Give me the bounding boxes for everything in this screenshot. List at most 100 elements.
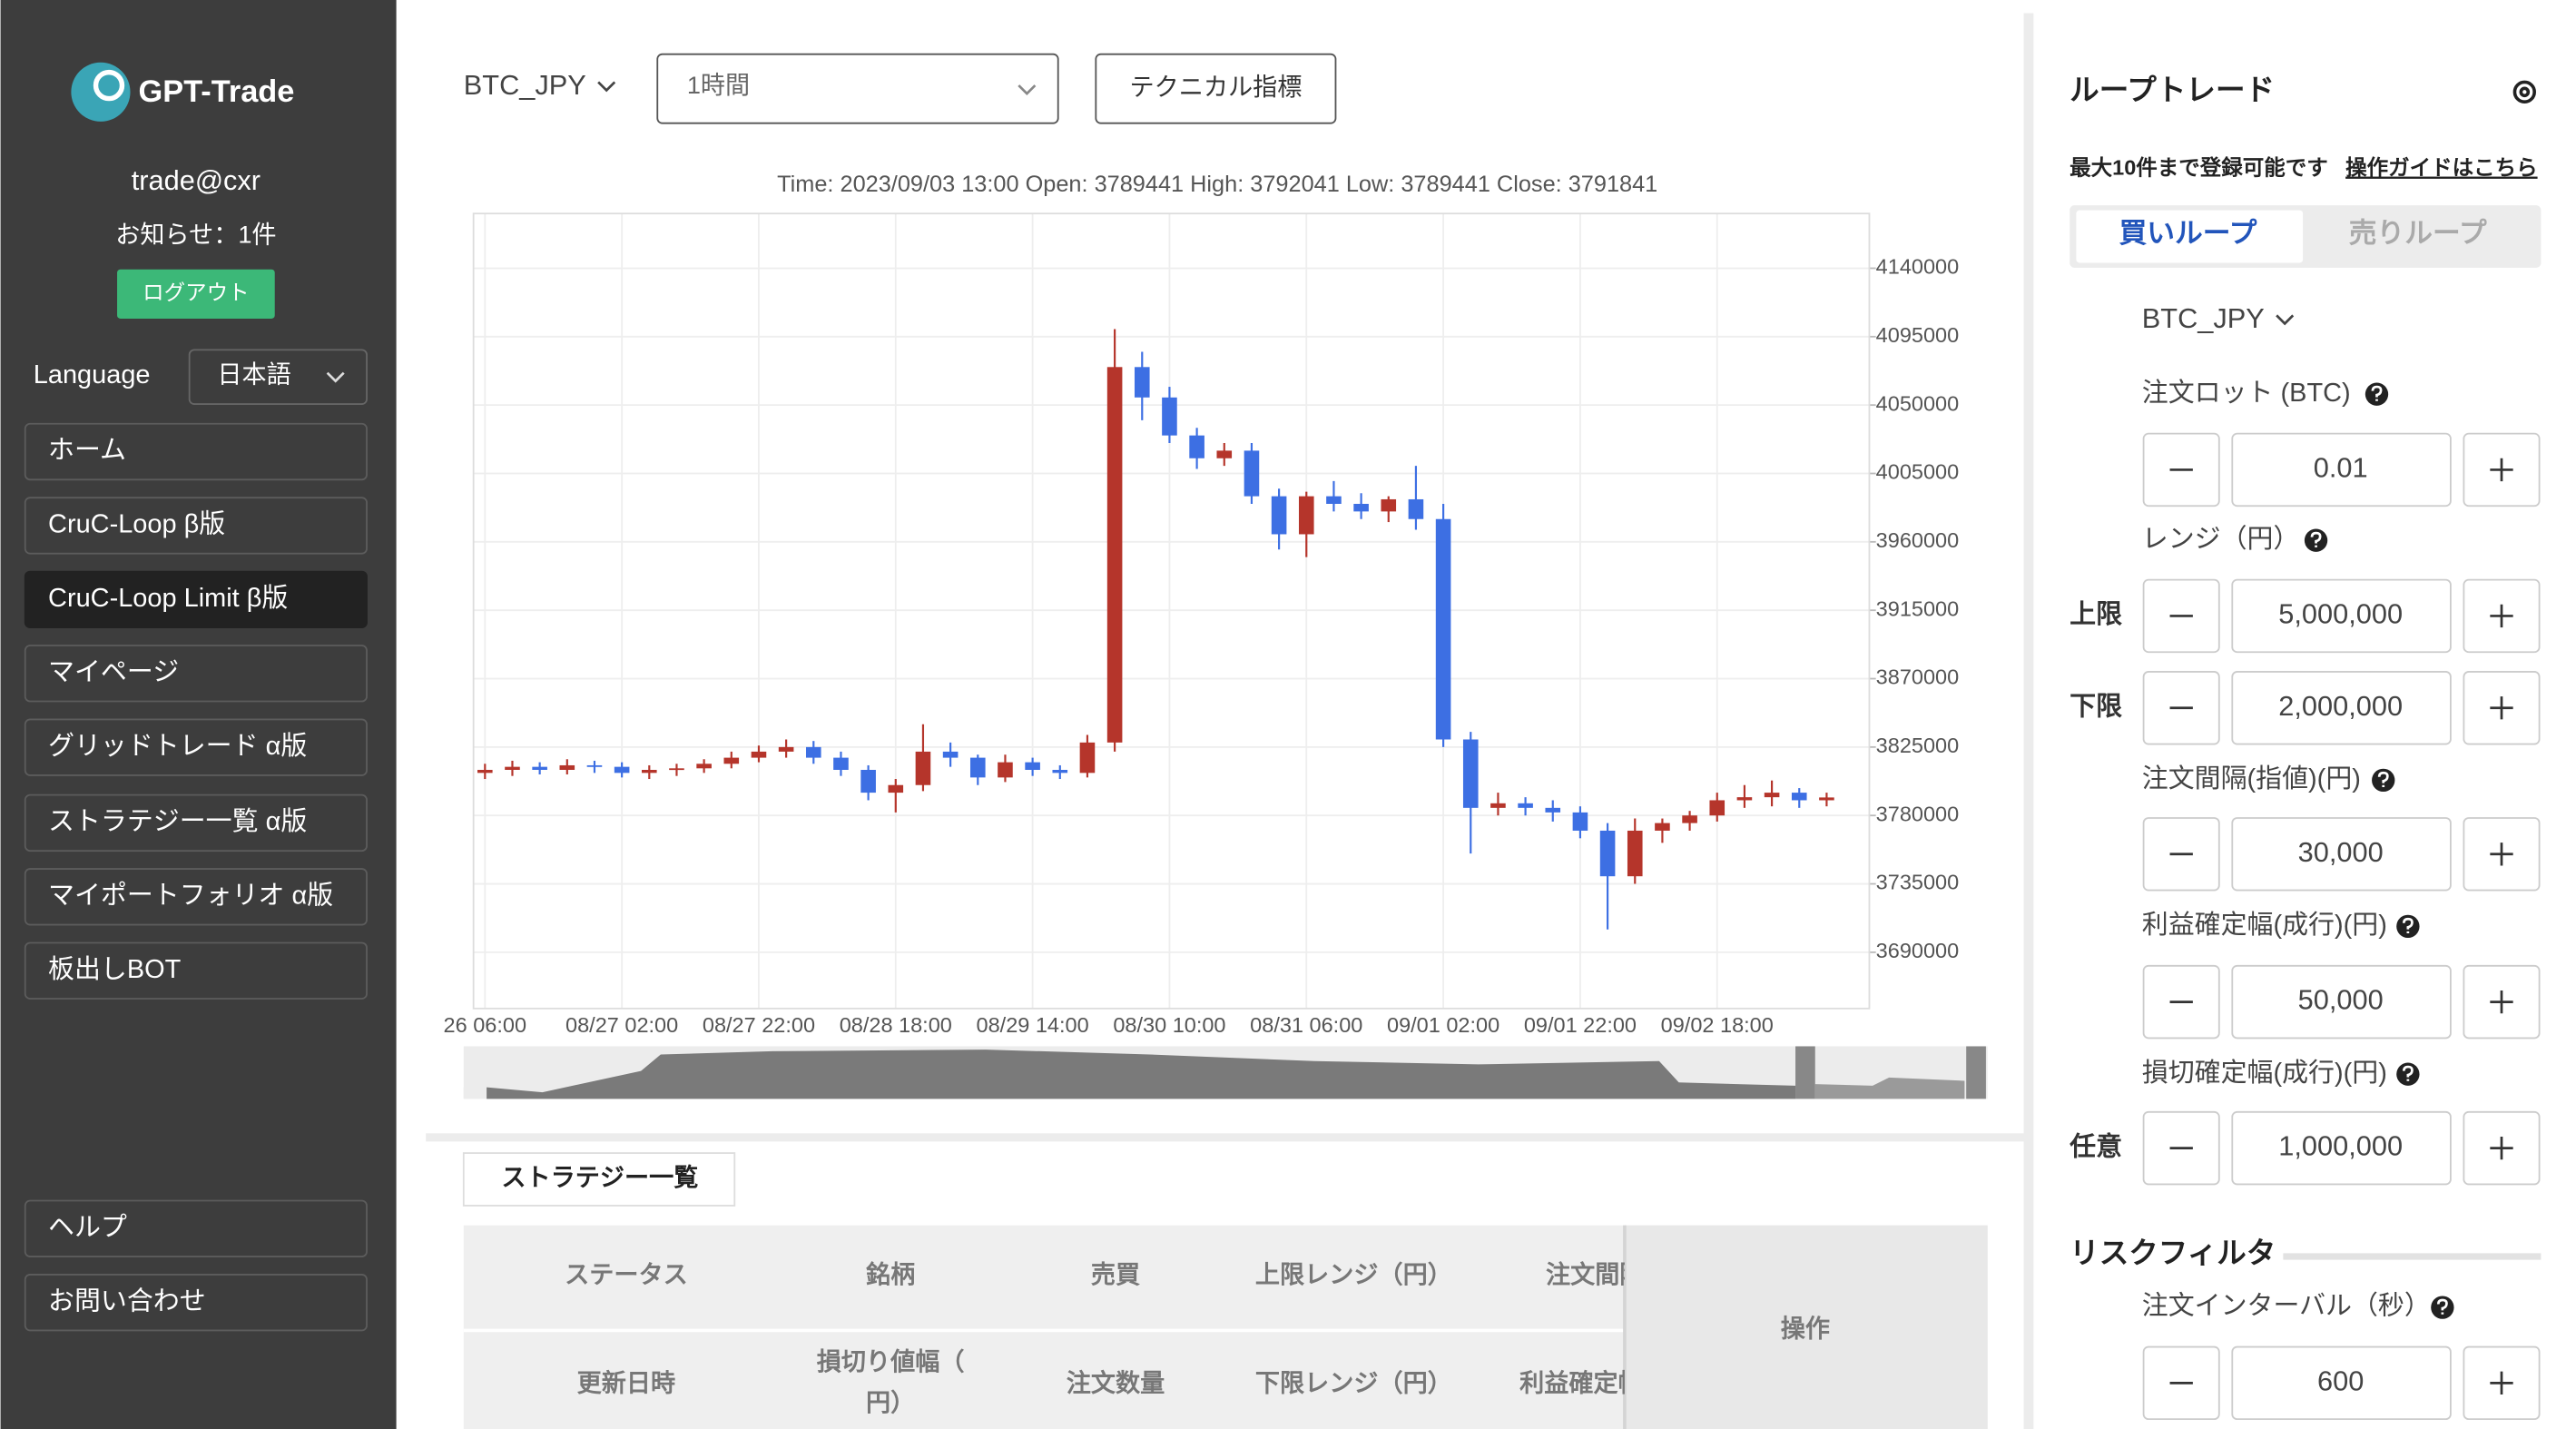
- number-input[interactable]: [2231, 432, 2452, 508]
- candle-body: [505, 766, 520, 770]
- x-tick-label: 08/29 14:00: [977, 1013, 1089, 1037]
- input-value[interactable]: 50,000: [2298, 984, 2384, 1016]
- menu-item[interactable]: [24, 718, 368, 776]
- tab-label[interactable]: ストラテジー一覧: [501, 1163, 698, 1191]
- tab-active[interactable]: [2076, 210, 2304, 263]
- symbol-select[interactable]: BTC_JPY: [464, 69, 586, 101]
- menu-item[interactable]: [24, 1274, 368, 1332]
- indicator-button[interactable]: [1095, 53, 1337, 124]
- guide-link[interactable]: 操作ガイドはこちら: [2345, 156, 2538, 180]
- number-input[interactable]: [2231, 964, 2452, 1040]
- interval-select[interactable]: [656, 53, 1059, 124]
- x-tick-label: 08/27 02:00: [565, 1013, 678, 1037]
- menu-label[interactable]: お問い合わせ: [48, 1286, 206, 1316]
- candle-body: [1545, 807, 1561, 813]
- candle-body: [1655, 823, 1670, 831]
- number-input[interactable]: [2231, 817, 2452, 892]
- candle-body: [614, 766, 630, 774]
- x-tick-label: 08/31 06:00: [1250, 1013, 1362, 1037]
- plus-icon: [2490, 696, 2513, 720]
- plot-frame: [472, 212, 1871, 1010]
- number-input[interactable]: [2231, 578, 2452, 654]
- menu-label[interactable]: CruC-Loop β版: [48, 510, 225, 539]
- menu-label[interactable]: マイページ: [48, 657, 179, 686]
- candle-body: [1462, 739, 1479, 808]
- input-value[interactable]: 0.01: [2314, 452, 2368, 484]
- side-label: 下限: [2070, 692, 2122, 721]
- y-tick-label: 3825000: [1876, 734, 1960, 757]
- candle-body: [1435, 518, 1451, 740]
- menu-item[interactable]: [24, 793, 368, 852]
- menu-label[interactable]: ホーム: [48, 436, 126, 465]
- tab-label[interactable]: 売りループ: [2349, 217, 2487, 249]
- menu-label[interactable]: ストラテジー一覧 α版: [48, 807, 307, 836]
- candle-body: [1025, 762, 1040, 770]
- candle-body: [1819, 797, 1834, 801]
- language-value[interactable]: 日本語: [217, 360, 290, 388]
- x-tick-label: 09/02 18:00: [1661, 1013, 1774, 1037]
- candle-body: [559, 764, 575, 770]
- menu-item[interactable]: [24, 941, 368, 1000]
- column-header: 売買: [1091, 1260, 1140, 1288]
- menu-item[interactable]: [24, 497, 368, 555]
- candle-body: [1764, 793, 1780, 798]
- menu-item[interactable]: [24, 868, 368, 926]
- help-mark: [2402, 917, 2414, 933]
- candle-body: [969, 757, 986, 778]
- field-label: 損切確定幅(成行)(円): [2142, 1059, 2387, 1088]
- candle-body: [1244, 450, 1260, 497]
- input-value[interactable]: 1,000,000: [2278, 1130, 2403, 1162]
- candle-body: [1216, 450, 1233, 458]
- candle-body: [532, 766, 547, 770]
- input-value[interactable]: 600: [2317, 1365, 2364, 1396]
- candle-body: [477, 769, 493, 774]
- navigator-handle[interactable]: [1966, 1046, 1986, 1099]
- input-value[interactable]: 30,000: [2298, 836, 2384, 868]
- y-tick-label: 4095000: [1876, 323, 1960, 347]
- y-tick-label: 3735000: [1876, 871, 1960, 894]
- plus-icon: [2490, 604, 2513, 628]
- plus-icon: [2490, 990, 2513, 1014]
- menu-label[interactable]: 板出しBOT: [48, 955, 182, 984]
- candle-body: [1599, 830, 1616, 877]
- navigator-handle[interactable]: [1795, 1046, 1815, 1099]
- logout-button[interactable]: [117, 269, 275, 319]
- candle-body: [1134, 367, 1150, 398]
- menu-item[interactable]: [24, 570, 368, 629]
- ohlc-info: Time: 2023/09/03 13:00 Open: 3789441 Hig…: [777, 172, 1657, 197]
- menu-label[interactable]: CruC-Loop Limit β版: [48, 584, 288, 613]
- symbol-select[interactable]: BTC_JPY: [2142, 302, 2265, 334]
- field-label: 注文間隔(指値)(円): [2142, 764, 2361, 793]
- candle-body: [998, 762, 1013, 778]
- number-input[interactable]: [2231, 671, 2452, 745]
- interval-value[interactable]: 1時間: [687, 71, 750, 99]
- tab[interactable]: [462, 1152, 736, 1207]
- number-input[interactable]: [2231, 1345, 2452, 1421]
- candle-body: [805, 746, 821, 758]
- menu-label[interactable]: ヘルプ: [48, 1213, 127, 1242]
- menu-label[interactable]: マイポートフォリオ α版: [48, 881, 333, 910]
- menu-item[interactable]: [24, 1199, 368, 1257]
- settings-icon[interactable]: [2512, 80, 2536, 103]
- candle-body: [915, 751, 931, 785]
- indicator-label[interactable]: テクニカル指標: [1129, 73, 1302, 101]
- menu-item[interactable]: [24, 422, 368, 481]
- chevron: [597, 81, 616, 93]
- logout-label[interactable]: ログアウト: [143, 281, 250, 304]
- candle-body: [1408, 498, 1424, 519]
- candle-body: [833, 757, 849, 770]
- candle-body: [778, 746, 794, 752]
- input-value[interactable]: 2,000,000: [2278, 690, 2403, 722]
- candle-body: [669, 768, 684, 771]
- number-input[interactable]: [2231, 1110, 2452, 1186]
- candle-body: [942, 751, 959, 758]
- menu-item[interactable]: [24, 645, 368, 703]
- notice[interactable]: お知らせ：1件: [115, 221, 276, 249]
- menu-label[interactable]: グリッドトレード α版: [48, 732, 307, 761]
- input-value[interactable]: 5,000,000: [2278, 598, 2403, 630]
- language-select[interactable]: [188, 349, 368, 405]
- column-header: 注文間隔: [1546, 1260, 1645, 1288]
- tab-label[interactable]: 買いループ: [2119, 217, 2256, 249]
- language-label: Language: [34, 360, 151, 389]
